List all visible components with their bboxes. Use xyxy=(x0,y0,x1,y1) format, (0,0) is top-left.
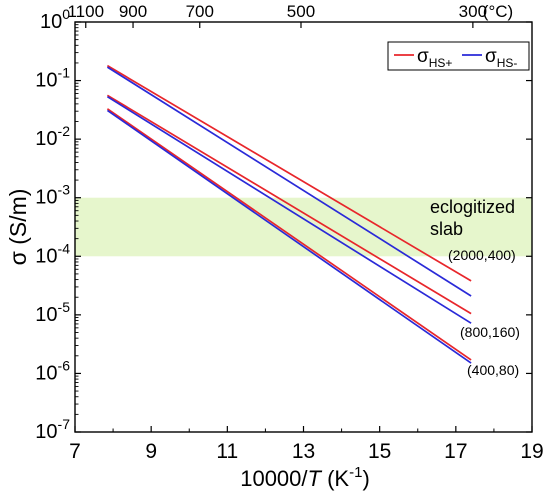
series-line-4 xyxy=(106,108,472,361)
band-label-line2: slab xyxy=(430,219,463,239)
annotation-label-2: (400,80) xyxy=(467,362,519,378)
y-tick-label: 100 xyxy=(40,6,70,33)
ticks-layer xyxy=(74,21,533,433)
x-tick-label: 9 xyxy=(145,440,157,463)
x-axis-label: 10000/T (K-1) xyxy=(240,464,370,491)
legend-label-1: σHS- xyxy=(485,46,517,70)
y-tick-label: 10-4 xyxy=(35,240,70,267)
annotation-label-1: (800,160) xyxy=(460,324,520,340)
series-layer xyxy=(106,64,472,364)
x-tick-label: 11 xyxy=(216,440,238,463)
top-axis-unit: (°C) xyxy=(483,2,513,21)
legend-box xyxy=(387,41,530,71)
legend: σHS+ σHS- xyxy=(387,41,530,71)
series-line-0 xyxy=(106,64,472,282)
top-tick-label: 700 xyxy=(186,2,214,21)
y-tick-label: 10-2 xyxy=(35,123,70,150)
top-tick-label: 1100 xyxy=(67,2,104,21)
top-tick-label: 500 xyxy=(287,2,315,21)
labels-layer: 7 9 11 13 15 17 19 100 10-1 10-2 10-3 10-4 10-5 10-6 1… xyxy=(5,2,544,491)
x-tick-label: 13 xyxy=(292,440,315,463)
annotation-label-0: (2000,400) xyxy=(448,247,516,263)
x-tick-label: 19 xyxy=(520,440,543,463)
legend-label-0: σHS+ xyxy=(417,46,452,70)
y-tick-label: 10-6 xyxy=(35,357,70,384)
y-axis-label: σ (S/m) xyxy=(5,189,31,266)
y-tick-label: 10-7 xyxy=(35,416,70,443)
series-line-1 xyxy=(106,66,472,297)
top-tick-label: 900 xyxy=(119,2,147,21)
x-tick-label: 7 xyxy=(69,440,81,463)
series-line-2 xyxy=(106,94,472,315)
x-tick-label: 17 xyxy=(444,440,467,463)
band-label-line1: eclogitized xyxy=(430,197,515,217)
series-line-5 xyxy=(106,109,472,364)
y-tick-label: 10-5 xyxy=(35,299,70,326)
series-line-3 xyxy=(106,95,472,324)
top-tick-label: 300 xyxy=(459,2,487,21)
y-tick-label: 10-1 xyxy=(35,65,70,92)
x-tick-label: 15 xyxy=(368,440,391,463)
y-tick-label: 10-3 xyxy=(35,182,70,209)
